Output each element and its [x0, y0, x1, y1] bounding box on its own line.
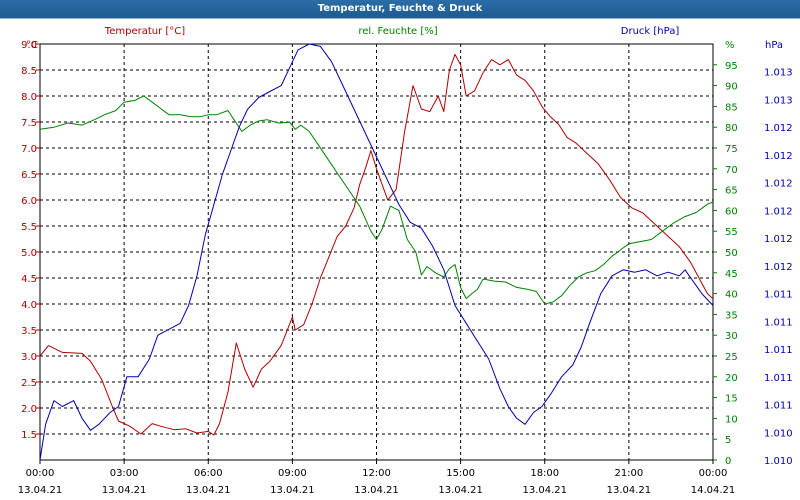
humidity-tick-label: 0 [725, 456, 731, 467]
pressure-tick-label: 1.011 [764, 401, 793, 412]
humidity-legend-label: rel. Feuchte [%] [358, 26, 437, 37]
humidity-tick-label: 10 [725, 414, 738, 425]
pressure-series-line [39, 43, 714, 461]
humidity-tick-label: 90 [725, 82, 738, 93]
grid-lines [40, 44, 713, 460]
temperature-tick-label: 9.0 [21, 40, 37, 51]
pressure-tick-label: 1.013 [764, 95, 793, 106]
humidity-tick-label: 35 [725, 310, 738, 321]
humidity-tick-label: 65 [725, 186, 738, 197]
temperature-tick-label: 6.0 [21, 196, 37, 207]
temperature-tick-label: 8.0 [21, 92, 37, 103]
humidity-tick-label: 45 [725, 269, 738, 280]
humidity-tick-label: 75 [725, 144, 738, 155]
humidity-tick-label: 70 [725, 165, 738, 176]
temperature-tick-label: 7.0 [21, 144, 37, 155]
temperature-unit-label: °C [26, 40, 38, 51]
temperature-tick-label: 2.5 [21, 378, 37, 389]
humidity-tick-label: 40 [725, 290, 738, 301]
pressure-tick-label: 1.012 [764, 123, 793, 134]
humidity-series-line [39, 95, 714, 305]
pressure-tick-label: 1.012 [764, 262, 793, 273]
humidity-tick-label: 30 [725, 331, 738, 342]
time-tick-label: 03:00 [110, 468, 139, 479]
temperature-tick-label: 3.0 [21, 352, 37, 363]
pressure-tick-label: 1.011 [764, 317, 793, 328]
time-tick-label: 12:00 [362, 468, 391, 479]
pressure-tick-label: 1.013 [764, 68, 793, 79]
temperature-tick-label: 3.5 [21, 326, 37, 337]
window-title: Temperatur, Feuchte & Druck [317, 3, 483, 14]
time-tick-label: 09:00 [278, 468, 307, 479]
humidity-tick-label: 85 [725, 102, 738, 113]
date-tick-label: 14.04.21 [691, 485, 736, 496]
temperature-tick-label: 7.5 [21, 118, 37, 129]
date-tick-label: 13.04.21 [354, 485, 399, 496]
title-bar [0, 0, 800, 19]
temperature-tick-label: 6.5 [21, 170, 37, 181]
date-tick-label: 13.04.21 [438, 485, 483, 496]
pressure-tick-label: 1.011 [764, 345, 793, 356]
pressure-legend-label: Druck [hPa] [621, 26, 680, 37]
pressure-tick-label: 1.012 [764, 179, 793, 190]
date-tick-label: 13.04.21 [607, 485, 652, 496]
date-tick-label: 13.04.21 [270, 485, 315, 496]
humidity-tick-label: 60 [725, 206, 738, 217]
time-tick-label: 21:00 [614, 468, 643, 479]
humidity-tick-label: 15 [725, 394, 738, 405]
humidity-tick-label: 55 [725, 227, 738, 238]
pressure-tick-label: 1.011 [764, 290, 793, 301]
humidity-tick-label: 95 [725, 61, 738, 72]
humidity-tick-label: 50 [725, 248, 738, 259]
time-tick-label: 18:00 [530, 468, 559, 479]
date-tick-label: 13.04.21 [186, 485, 231, 496]
axis-ticks: 9.0 8.5 8.0 7.5 7.0 6.5 6.0 5.5 5.0 4.5 4.0 3.5 3.0 2… [18, 40, 793, 496]
temperature-tick-label: 2.0 [21, 404, 37, 415]
temperature-tick-label: 4.5 [21, 274, 37, 285]
pressure-tick-label: 1.010 [764, 456, 793, 467]
time-tick-label: 15:00 [446, 468, 475, 479]
temperature-tick-label: 8.5 [21, 66, 37, 77]
date-tick-label: 13.04.21 [102, 485, 147, 496]
temperature-series-line [39, 53, 714, 436]
humidity-tick-label: 25 [725, 352, 738, 363]
temperature-tick-label: 5.5 [21, 222, 37, 233]
pressure-tick-label: 1.012 [764, 234, 793, 245]
temperature-tick-label: 4.0 [21, 300, 37, 311]
pressure-tick-label: 1.011 [764, 373, 793, 384]
pressure-unit-label: hPa [765, 40, 783, 51]
time-tick-label: 06:00 [194, 468, 223, 479]
humidity-tick-label: 5 [725, 435, 731, 446]
humidity-tick-label: 20 [725, 373, 738, 384]
humidity-unit-label: % [725, 40, 735, 51]
temperature-tick-label: 5.0 [21, 248, 37, 259]
date-tick-label: 13.04.21 [18, 485, 63, 496]
pressure-tick-label: 1.012 [764, 206, 793, 217]
humidity-tick-label: 80 [725, 123, 738, 134]
pressure-tick-label: 1.010 [764, 428, 793, 439]
date-tick-label: 13.04.21 [522, 485, 567, 496]
temperature-tick-label: 1.5 [21, 430, 37, 441]
series-lines [39, 43, 714, 461]
axis-headers: °C Temperatur [°C] rel. Feuchte [%] Druc… [26, 26, 783, 51]
temperature-legend-label: Temperatur [°C] [104, 26, 185, 37]
time-tick-label: 00:00 [26, 468, 55, 479]
time-tick-label: 00:00 [699, 468, 728, 479]
pressure-tick-label: 1.012 [764, 151, 793, 162]
